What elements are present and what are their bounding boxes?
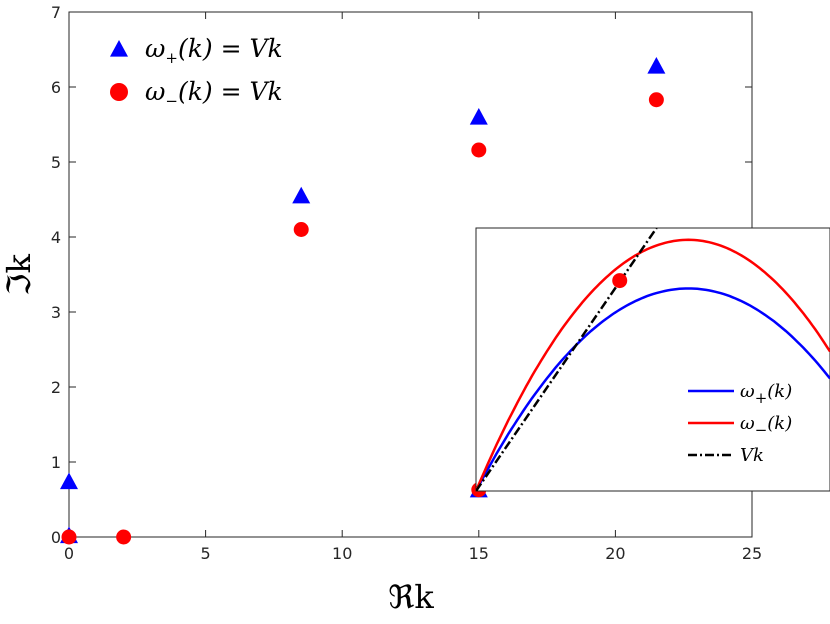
legend-marker: [110, 83, 128, 101]
legend-marker: [110, 40, 128, 57]
inset-frame: [475, 227, 830, 492]
triangle-point: [60, 472, 78, 490]
triangle-point: [292, 186, 311, 204]
y-tick-label: 3: [51, 303, 61, 322]
inset-line-omega-minus: [476, 238, 830, 491]
x-axis-label: ℜk: [388, 578, 434, 616]
inset-legend-entry-label: ω+(k): [740, 381, 792, 407]
circle-point: [61, 529, 77, 545]
x-tick-label: 15: [469, 544, 489, 563]
legend: ω+(k) = Vk ω−(k) = Vk: [110, 34, 283, 110]
legend-entry-label: ω−(k) = Vk: [145, 77, 283, 110]
x-tick-label: 5: [201, 544, 211, 563]
marks-layer: [60, 57, 666, 545]
axes-layer: 0 5 10 15 20 25 0 1 2 3 4 5 6 7: [51, 3, 762, 563]
inset-legend-entry-label: ω−(k): [740, 413, 792, 439]
circle-point: [293, 222, 309, 237]
triangle-point: [469, 108, 488, 125]
x-tick-label: 20: [605, 544, 625, 563]
y-tick-label: 7: [51, 3, 61, 22]
inset-legend-entry-label: Vk: [740, 445, 764, 466]
y-tick-label: 1: [51, 453, 61, 472]
inset-line-vk: [476, 228, 658, 491]
x-tick-label: 10: [332, 544, 352, 563]
x-tick-label: 25: [742, 544, 762, 563]
inset-intersection-point: [612, 273, 628, 289]
legend-entry-label: ω+(k) = Vk: [145, 34, 283, 67]
y-axis-label: ℑk: [0, 254, 38, 296]
y-tick-label: 0: [51, 528, 61, 547]
circle-point: [471, 142, 487, 158]
inset-plot: ω+(k) ω−(k) Vk: [475, 227, 830, 492]
inset-curves: [476, 228, 830, 491]
circle-point: [116, 529, 132, 545]
x-tick-label: 0: [64, 544, 74, 563]
y-tick-label: 5: [51, 153, 61, 172]
y-tick-label: 6: [51, 78, 61, 97]
circle-point: [648, 92, 664, 108]
y-tick-label: 2: [51, 378, 61, 397]
inset-line-omega-plus: [476, 287, 830, 491]
triangle-point: [647, 57, 666, 74]
y-tick-label: 4: [51, 228, 61, 247]
